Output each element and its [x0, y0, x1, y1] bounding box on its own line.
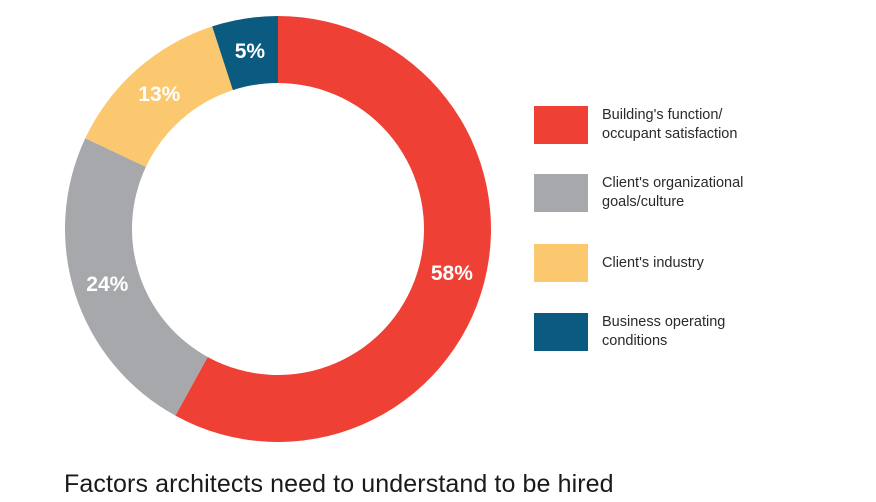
legend-item-organizational-goals: Client's organizational goals/culture	[534, 174, 782, 212]
slice-label-function: 58%	[431, 262, 473, 285]
donut-chart: 58% 24% 13% 5%	[64, 16, 491, 442]
legend-label: Client's industry	[602, 254, 782, 273]
legend-label: Client's organizational goals/culture	[602, 174, 782, 212]
legend-label-line: goals/culture	[602, 194, 685, 210]
slice-label-operating-conditions: 5%	[235, 40, 266, 63]
legend-item-function: Building's function/occupant satisfactio…	[534, 106, 782, 144]
legend-swatch	[534, 244, 588, 282]
legend-item-operating-conditions: Business operating conditions	[534, 313, 782, 351]
legend-swatch	[534, 313, 588, 351]
slice-industry	[85, 26, 233, 167]
legend-swatch	[534, 174, 588, 212]
legend-label-line: Client's organizational	[602, 175, 744, 191]
slice-label-organizational-goals: 24%	[86, 273, 128, 296]
slice-operating-conditions	[212, 16, 278, 91]
slice-label-industry: 13%	[138, 83, 180, 106]
legend-label-line: conditions	[602, 333, 668, 349]
legend-swatch	[534, 106, 588, 144]
legend-label-line: occupant satisfaction	[602, 126, 738, 142]
legend-label-line: Client's industry	[602, 254, 704, 271]
slice-organizational-goals	[64, 138, 208, 416]
legend-label-line: Business operating	[602, 314, 726, 330]
legend-label: Building's function/occupant satisfactio…	[602, 106, 782, 144]
legend-label-line: Building's function/	[602, 107, 723, 123]
legend-item-industry: Client's industry	[534, 244, 782, 282]
slice-function	[175, 16, 491, 442]
chart-title: Factors architects need to understand to…	[64, 470, 614, 498]
legend-label: Business operating conditions	[602, 313, 782, 351]
